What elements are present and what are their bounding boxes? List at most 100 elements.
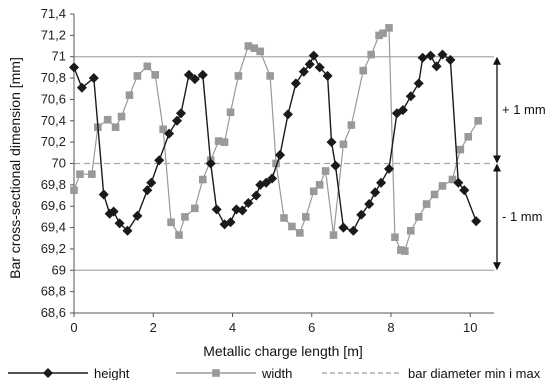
width-point: [375, 31, 383, 40]
width-point: [256, 47, 265, 56]
height-point: [108, 206, 119, 217]
width-point: [397, 246, 405, 254]
width-point: [422, 200, 431, 208]
width-point: [359, 66, 368, 75]
width-point: [309, 187, 318, 196]
width-point: [464, 133, 473, 141]
height-point: [189, 74, 200, 85]
y-tick-label: 70,4: [41, 113, 66, 128]
y-tick-label: 68,6: [41, 305, 66, 320]
height-point: [68, 62, 80, 73]
width-point: [288, 222, 296, 231]
height-point: [261, 177, 272, 188]
y-tick-label: 69,6: [41, 198, 66, 213]
width-point: [76, 170, 84, 178]
width-point: [214, 137, 223, 145]
height-point: [471, 216, 482, 227]
height-point: [348, 225, 359, 236]
height-point: [175, 108, 187, 119]
height-point: [330, 160, 341, 171]
y-axis-title: Bar cross-sectional dimension [mm]: [7, 57, 23, 279]
y-tick-label: 70,6: [41, 91, 66, 106]
x-tick-label: 0: [70, 320, 77, 335]
width-point: [391, 233, 399, 241]
height-point: [290, 78, 301, 89]
width-point: [117, 112, 126, 121]
width-point: [167, 218, 175, 227]
height-point: [338, 222, 349, 233]
height-point: [326, 137, 337, 148]
width-point: [339, 140, 348, 149]
height-point: [225, 217, 236, 228]
width-point: [125, 91, 134, 99]
width-point: [191, 204, 199, 213]
width-point: [143, 62, 152, 71]
height-point: [211, 204, 222, 215]
height-point: [356, 209, 367, 220]
width-point: [159, 125, 167, 134]
width-point: [385, 24, 393, 32]
height-point: [114, 218, 125, 229]
y-tick-label: 71,4: [41, 6, 66, 21]
legend-label: width: [261, 366, 292, 380]
width-point: [70, 186, 78, 194]
width-point: [438, 182, 447, 190]
series-line-height: [73, 53, 477, 232]
width-point: [329, 231, 338, 239]
height-point: [132, 210, 143, 221]
width-point: [175, 231, 183, 239]
height-point: [282, 109, 293, 120]
height-point: [154, 155, 165, 166]
height-point: [383, 163, 395, 174]
y-tick-label: 68,8: [41, 284, 66, 299]
x-tick-label: 4: [229, 320, 236, 335]
width-point: [220, 138, 229, 146]
height-point: [459, 185, 470, 196]
width-point: [347, 121, 356, 129]
height-point: [171, 115, 183, 126]
width-point: [250, 44, 259, 52]
height-point: [237, 205, 248, 216]
reference-lines: [74, 56, 494, 271]
width-point: [133, 72, 142, 80]
height-point: [304, 59, 315, 70]
series-width: [70, 24, 482, 255]
width-point: [379, 29, 387, 38]
width-point: [448, 175, 457, 184]
height-point: [197, 69, 208, 80]
width-point: [198, 175, 207, 184]
y-tick-labels: 68,6 68,8 69 69,2 69,4 69,6 69,8 70 70,2 70,4 70,6…: [41, 6, 74, 320]
height-point: [164, 128, 175, 139]
height-point: [122, 225, 133, 236]
width-point: [88, 170, 96, 178]
width-point: [401, 247, 409, 255]
width-point: [321, 167, 330, 175]
width-point: [181, 213, 189, 221]
arrowhead-down: [493, 155, 501, 164]
height-point: [146, 177, 157, 188]
height-point: [267, 173, 278, 184]
height-point: [413, 78, 424, 89]
width-point: [474, 116, 482, 125]
y-tick-label: 70,2: [41, 134, 66, 149]
width-point: [234, 72, 243, 80]
height-point: [88, 73, 99, 84]
height-point: [298, 66, 309, 77]
arrowhead-up: [493, 163, 501, 172]
y-tick-label: 71,2: [41, 27, 66, 42]
height-point: [275, 149, 286, 160]
width-point: [226, 108, 235, 117]
y-tick-label: 69,8: [41, 177, 66, 192]
width-point: [406, 226, 415, 235]
height-point: [376, 177, 387, 188]
width-point: [301, 213, 310, 221]
width-point: [151, 71, 160, 79]
height-point: [425, 50, 436, 61]
width-point: [103, 115, 112, 124]
width-point: [280, 214, 288, 222]
height-point: [445, 54, 456, 65]
x-tick-label: 8: [387, 320, 394, 335]
series-height: [68, 49, 482, 236]
width-point: [272, 159, 280, 168]
height-point: [405, 91, 416, 102]
